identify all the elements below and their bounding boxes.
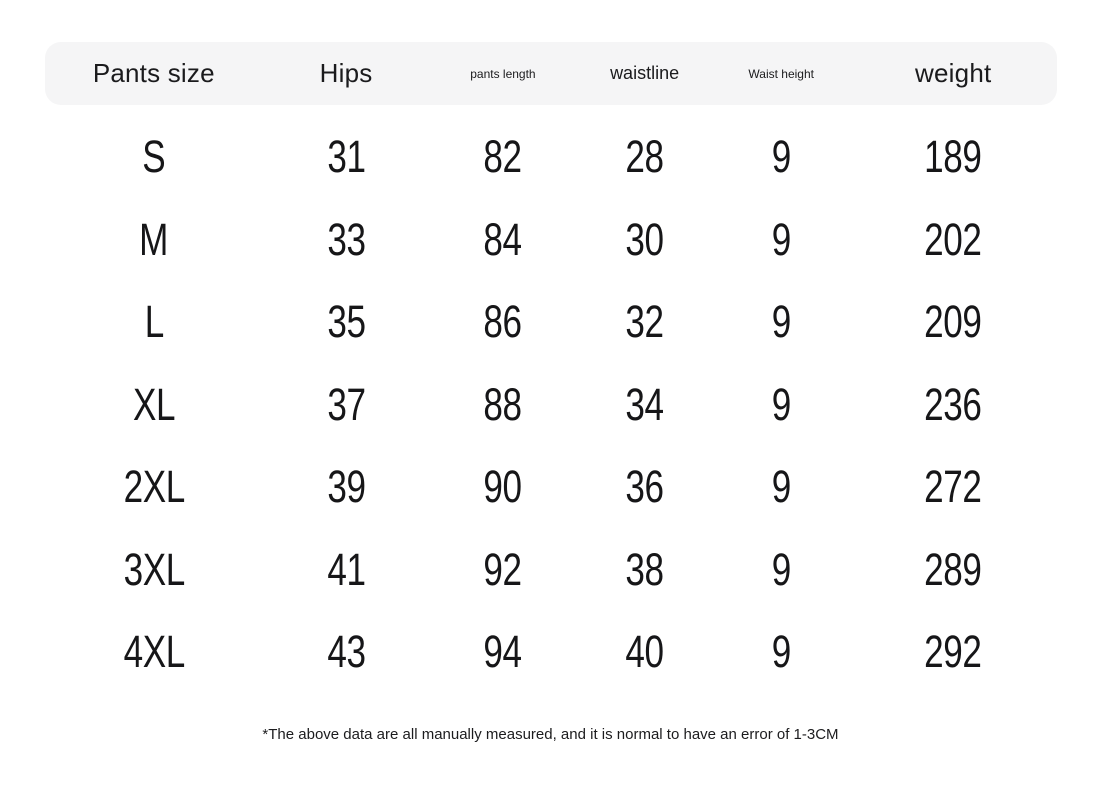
cell-weight: 209 — [924, 296, 983, 348]
cell-waistline: 32 — [625, 296, 664, 348]
cell-hips: 39 — [326, 461, 366, 513]
cell-pants-length: 94 — [483, 626, 523, 678]
cell-waist-height: 9 — [771, 378, 792, 430]
cell-size: 4XL — [123, 626, 185, 678]
measurement-disclaimer: *The above data are all manually measure… — [262, 726, 839, 743]
cell-waist-height: 9 — [771, 543, 792, 595]
cell-hips: 41 — [326, 543, 366, 595]
cell-hips: 35 — [326, 296, 366, 348]
cell-waistline: 28 — [625, 131, 664, 183]
cell-waist-height: 9 — [771, 131, 792, 183]
cell-pants-length: 82 — [483, 131, 523, 183]
table-row-xl: XL 37 88 34 9 236 — [45, 364, 1057, 447]
table-row-l: L 35 86 32 9 209 — [45, 281, 1057, 364]
table-row-3xl: 3XL 41 92 38 9 289 — [45, 529, 1057, 612]
column-header-waist-height: Waist height — [748, 66, 814, 81]
cell-pants-length: 86 — [483, 296, 523, 348]
cell-pants-length: 88 — [483, 378, 523, 430]
cell-weight: 289 — [924, 543, 983, 595]
cell-hips: 33 — [326, 213, 366, 265]
column-header-hips: Hips — [319, 58, 373, 88]
cell-waistline: 30 — [625, 213, 664, 265]
cell-size: S — [142, 131, 166, 183]
cell-size: M — [139, 213, 169, 265]
column-header-waistline: waistline — [610, 63, 680, 83]
cell-size: 3XL — [123, 543, 185, 595]
cell-size: L — [144, 296, 164, 348]
cell-weight: 202 — [924, 213, 983, 265]
cell-weight: 189 — [924, 131, 983, 183]
cell-size: XL — [132, 378, 176, 430]
cell-waist-height: 9 — [771, 213, 792, 265]
cell-waist-height: 9 — [771, 296, 792, 348]
table-row-m: M 33 84 30 9 202 — [45, 199, 1057, 282]
cell-waistline: 36 — [625, 461, 664, 513]
table-row-2xl: 2XL 39 90 36 9 272 — [45, 446, 1057, 529]
cell-waist-height: 9 — [771, 461, 792, 513]
table-row-4xl: 4XL 43 94 40 9 292 — [45, 611, 1057, 694]
table-row-s: S 31 82 28 9 189 — [45, 116, 1057, 199]
cell-waistline: 40 — [625, 626, 664, 678]
cell-waist-height: 9 — [771, 626, 792, 678]
cell-pants-length: 90 — [483, 461, 523, 513]
column-header-weight: weight — [915, 58, 992, 88]
table-body: S 31 82 28 9 189 M 33 84 30 9 202 L 35 8… — [45, 116, 1057, 694]
cell-hips: 43 — [326, 626, 366, 678]
column-header-pants-size: Pants size — [92, 58, 215, 88]
cell-size: 2XL — [123, 461, 185, 513]
cell-hips: 31 — [326, 131, 366, 183]
cell-weight: 272 — [924, 461, 983, 513]
cell-waistline: 38 — [625, 543, 664, 595]
cell-pants-length: 92 — [483, 543, 523, 595]
cell-weight: 236 — [924, 378, 983, 430]
cell-pants-length: 84 — [483, 213, 523, 265]
column-header-pants-length: pants length — [470, 66, 536, 81]
cell-waistline: 34 — [625, 378, 664, 430]
cell-hips: 37 — [326, 378, 366, 430]
table-header-row: Pants size Hips pants length waistline W… — [45, 42, 1057, 105]
cell-weight: 292 — [924, 626, 983, 678]
